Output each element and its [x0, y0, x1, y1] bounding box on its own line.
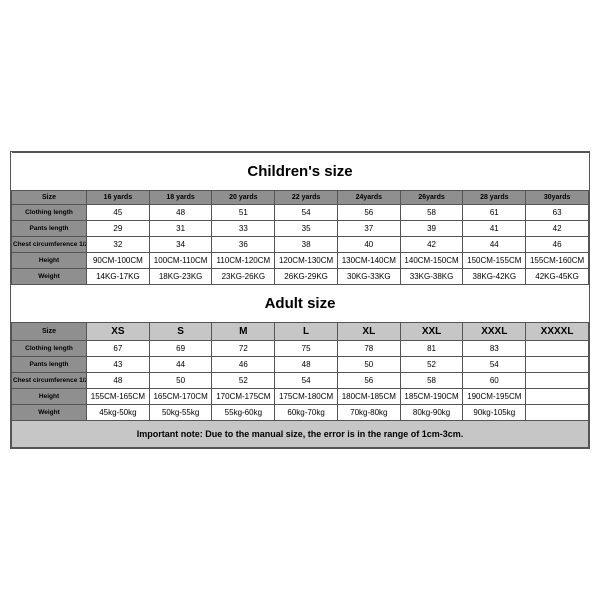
row-label: Height — [12, 253, 87, 269]
row-label: Chest circumference 1/2 — [12, 373, 87, 389]
row-label: Pants length — [12, 221, 87, 237]
row-label: Clothing length — [12, 341, 87, 357]
table-row: Clothing length4548515456586163 — [12, 205, 589, 221]
adult-title: Adult size — [12, 285, 589, 323]
table-row: Pants length2931333537394142 — [12, 221, 589, 237]
header-row: Size16 yards18 yards20 yards22 yards24ya… — [12, 191, 589, 205]
table-row: Chest circumference 1/23234363840424446 — [12, 237, 589, 253]
section-title: Children's size — [12, 153, 589, 191]
table-row: Clothing length67697275788183 — [12, 341, 589, 357]
table-row: Height155CM-165CM165CM-170CM170CM-175CM1… — [12, 389, 589, 405]
table-row: Weight14KG-17KG18KG-23KG23KG-26KG26KG-29… — [12, 269, 589, 285]
header-row: SizeXSSMLXLXXLXXXLXXXXL — [12, 323, 589, 341]
table-row: Pants length43444648505254 — [12, 357, 589, 373]
row-label: Weight — [12, 269, 87, 285]
table-row: Chest circumference 1/248505254565860 — [12, 373, 589, 389]
section-title: Adult size — [12, 285, 589, 323]
row-label: Chest circumference 1/2 — [12, 237, 87, 253]
row-label: Weight — [12, 405, 87, 421]
row-label: Clothing length — [12, 205, 87, 221]
important-note: Important note: Due to the manual size, … — [12, 421, 589, 448]
table-row: Height90CM-100CM100CM-110CM110CM-120CM12… — [12, 253, 589, 269]
row-label: Height — [12, 389, 87, 405]
table-row: Weight45kg-50kg50kg-55kg55kg-60kg60kg-70… — [12, 405, 589, 421]
children-title: Children's size — [12, 153, 589, 191]
size-chart: Children's sizeSize16 yards18 yards20 ya… — [10, 151, 590, 449]
note-text: Important note: Due to the manual size, … — [12, 421, 589, 448]
row-label: Pants length — [12, 357, 87, 373]
size-table: Children's sizeSize16 yards18 yards20 ya… — [11, 152, 589, 448]
